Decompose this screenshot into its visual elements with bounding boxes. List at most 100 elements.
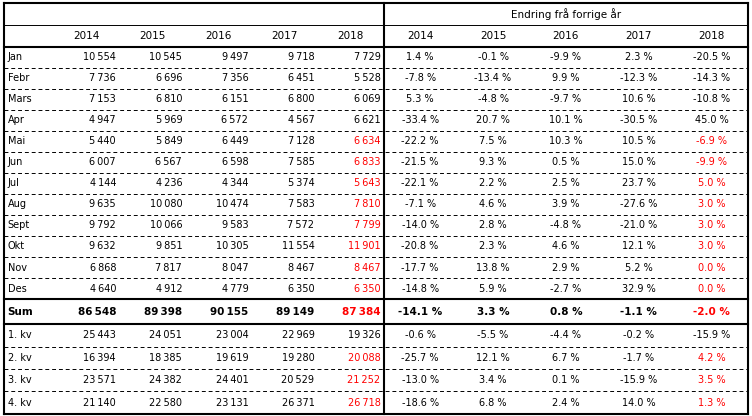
Text: -15.9 %: -15.9 %: [620, 375, 657, 385]
Text: 10.1 %: 10.1 %: [549, 115, 583, 125]
Text: 9.9 %: 9.9 %: [552, 73, 580, 83]
Text: 6 449: 6 449: [222, 136, 248, 146]
Text: -7.8 %: -7.8 %: [405, 73, 435, 83]
Text: -21.0 %: -21.0 %: [620, 220, 657, 230]
Text: -17.7 %: -17.7 %: [402, 262, 438, 272]
Text: 5.3 %: 5.3 %: [406, 94, 434, 104]
Text: 89 398: 89 398: [144, 307, 182, 317]
Text: 2017: 2017: [626, 31, 652, 41]
Text: -33.4 %: -33.4 %: [402, 115, 438, 125]
Text: 1.4 %: 1.4 %: [406, 52, 434, 62]
Text: -25.7 %: -25.7 %: [402, 353, 439, 363]
Text: 22 969: 22 969: [281, 330, 314, 340]
Text: 3. kv: 3. kv: [8, 375, 31, 385]
Text: 2016: 2016: [205, 31, 232, 41]
Text: 6 833: 6 833: [354, 157, 381, 167]
Text: 4 144: 4 144: [89, 178, 116, 188]
Text: Des: Des: [8, 284, 26, 294]
Text: Nov: Nov: [8, 262, 26, 272]
Text: Sept: Sept: [8, 220, 30, 230]
Text: 6 350: 6 350: [354, 284, 381, 294]
Text: 3.0 %: 3.0 %: [698, 199, 726, 209]
Text: 5 643: 5 643: [354, 178, 381, 188]
Text: 20 529: 20 529: [281, 375, 314, 385]
Text: 2015: 2015: [139, 31, 165, 41]
Text: 6 598: 6 598: [222, 157, 248, 167]
Text: 0.8 %: 0.8 %: [550, 307, 582, 317]
Text: Apr: Apr: [8, 115, 24, 125]
Text: 9.3 %: 9.3 %: [479, 157, 507, 167]
Text: 9 792: 9 792: [89, 220, 116, 230]
Text: 2014: 2014: [407, 31, 433, 41]
Text: 4 947: 4 947: [89, 115, 116, 125]
Text: 4 912: 4 912: [156, 284, 182, 294]
Text: 10 305: 10 305: [216, 242, 248, 252]
Text: 45.0 %: 45.0 %: [695, 115, 729, 125]
Text: 22 580: 22 580: [149, 398, 182, 408]
Text: 5.2 %: 5.2 %: [625, 262, 653, 272]
Text: -27.6 %: -27.6 %: [620, 199, 657, 209]
Text: -7.1 %: -7.1 %: [405, 199, 435, 209]
Text: -4.8 %: -4.8 %: [550, 220, 581, 230]
Text: 7 585: 7 585: [287, 157, 314, 167]
Text: -1.7 %: -1.7 %: [623, 353, 654, 363]
Text: 7 729: 7 729: [353, 52, 381, 62]
Text: 4 344: 4 344: [222, 178, 248, 188]
Text: 5 849: 5 849: [156, 136, 182, 146]
Text: 10.5 %: 10.5 %: [622, 136, 656, 146]
Text: 3.0 %: 3.0 %: [698, 220, 726, 230]
Text: 2015: 2015: [480, 31, 506, 41]
Text: 11 554: 11 554: [281, 242, 314, 252]
Text: 2018: 2018: [338, 31, 364, 41]
Text: -9.7 %: -9.7 %: [550, 94, 581, 104]
Text: 7 736: 7 736: [89, 73, 116, 83]
Text: -0.6 %: -0.6 %: [405, 330, 435, 340]
Text: 5.0 %: 5.0 %: [698, 178, 726, 188]
Text: 21 252: 21 252: [347, 375, 381, 385]
Text: -21.5 %: -21.5 %: [402, 157, 438, 167]
Text: 4.2 %: 4.2 %: [698, 353, 726, 363]
Text: -13.0 %: -13.0 %: [402, 375, 438, 385]
Text: 4 236: 4 236: [156, 178, 182, 188]
Text: 6 800: 6 800: [288, 94, 314, 104]
Text: 10.3 %: 10.3 %: [549, 136, 583, 146]
Text: 9 851: 9 851: [156, 242, 182, 252]
Text: -9.9 %: -9.9 %: [696, 157, 727, 167]
Text: 19 619: 19 619: [216, 353, 248, 363]
Text: 7 153: 7 153: [89, 94, 116, 104]
Text: 7 799: 7 799: [354, 220, 381, 230]
Text: 6 634: 6 634: [354, 136, 381, 146]
Text: 0.0 %: 0.0 %: [698, 284, 726, 294]
Text: 10 545: 10 545: [150, 52, 182, 62]
Text: 10 066: 10 066: [150, 220, 182, 230]
Text: Febr: Febr: [8, 73, 29, 83]
Text: -22.1 %: -22.1 %: [402, 178, 438, 188]
Text: 2.3 %: 2.3 %: [625, 52, 653, 62]
Text: 0.5 %: 0.5 %: [552, 157, 580, 167]
Text: -4.4 %: -4.4 %: [550, 330, 581, 340]
Text: 6 350: 6 350: [288, 284, 314, 294]
Text: 21 140: 21 140: [83, 398, 116, 408]
Text: 20.7 %: 20.7 %: [476, 115, 510, 125]
Text: 10 080: 10 080: [150, 199, 182, 209]
Text: 20 088: 20 088: [348, 353, 381, 363]
Text: -15.9 %: -15.9 %: [693, 330, 730, 340]
Text: 10 474: 10 474: [216, 199, 248, 209]
Text: 4.6 %: 4.6 %: [552, 242, 580, 252]
Text: Jun: Jun: [8, 157, 23, 167]
Text: 26 371: 26 371: [281, 398, 314, 408]
Text: 19 326: 19 326: [348, 330, 381, 340]
Text: 6.7 %: 6.7 %: [552, 353, 580, 363]
Text: Okt: Okt: [8, 242, 25, 252]
Text: -4.8 %: -4.8 %: [478, 94, 508, 104]
Text: -6.9 %: -6.9 %: [696, 136, 727, 146]
Text: 24 401: 24 401: [216, 375, 248, 385]
Text: 89 149: 89 149: [276, 307, 314, 317]
Text: 26 718: 26 718: [347, 398, 381, 408]
Text: 24 382: 24 382: [150, 375, 182, 385]
Text: 18 385: 18 385: [150, 353, 182, 363]
Text: -20.8 %: -20.8 %: [402, 242, 438, 252]
Text: 9 718: 9 718: [288, 52, 314, 62]
Text: -9.9 %: -9.9 %: [550, 52, 581, 62]
Text: 3.4 %: 3.4 %: [479, 375, 507, 385]
